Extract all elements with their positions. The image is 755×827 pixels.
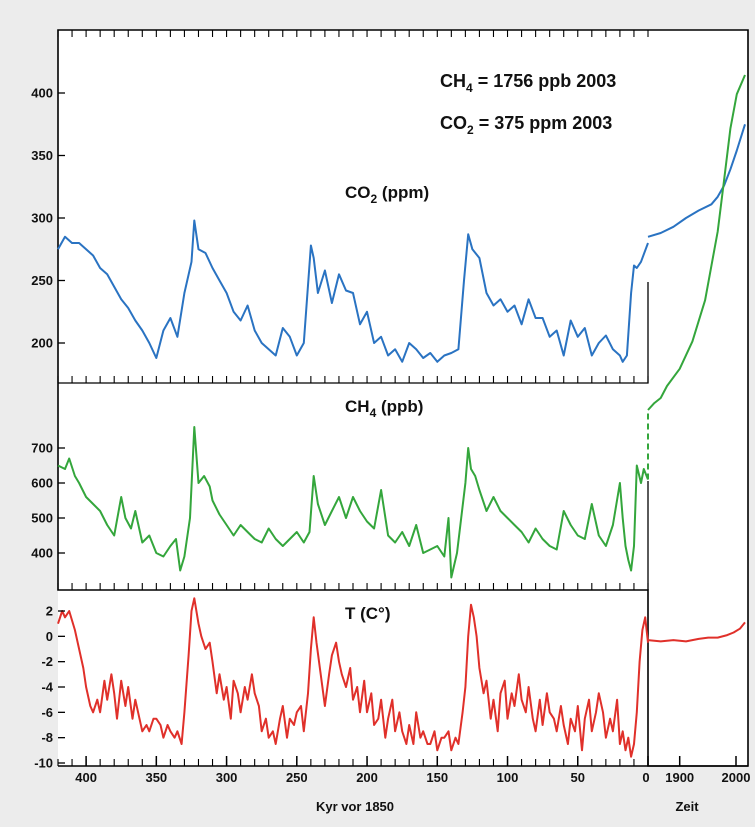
ch4-y-tick-label: 500	[31, 511, 53, 526]
ch4-y-tick-label: 700	[31, 441, 53, 456]
co2-instrumental-line	[647, 124, 746, 238]
co2-y-tick-label: 200	[31, 336, 53, 351]
x-tick-label: 250	[286, 770, 308, 785]
co2-annotation: CO2 = 375 ppm 2003	[440, 113, 612, 137]
x-tick-label: 50	[571, 770, 585, 785]
temperature-instrumental-line	[647, 621, 746, 643]
temp-y-tick-label: 2	[46, 604, 53, 619]
temp-y-tick-label: -2	[41, 654, 53, 669]
temp-panel-label: T (C°)	[345, 604, 391, 623]
ch4-y-tick-label: 400	[31, 546, 53, 561]
co2-y-tick-label: 350	[31, 148, 53, 163]
temperature-ice-core-line	[57, 597, 649, 758]
x-tick-label: 100	[497, 770, 519, 785]
ch4-panel-label: CH4 (ppb)	[345, 397, 423, 420]
co2-ice-core-line	[57, 219, 649, 363]
co2-panel-label: CO2 (ppm)	[345, 183, 429, 206]
co2-y-tick-label: 250	[31, 273, 53, 288]
co2-y-tick-label: 400	[31, 86, 53, 101]
x-tick-label: 300	[216, 770, 238, 785]
x-recent-tick-label: 2000	[722, 770, 751, 785]
x-tick-label: 150	[426, 770, 448, 785]
x-axis-title-main: Kyr vor 1850	[316, 799, 394, 814]
x-tick-label: 400	[75, 770, 97, 785]
x-tick-label: 200	[356, 770, 378, 785]
x-tick-label: 350	[145, 770, 167, 785]
ch4-annotation: CH4 = 1756 ppb 2003	[440, 71, 616, 95]
temp-y-tick-label: -10	[34, 756, 53, 771]
temp-y-tick-label: 0	[46, 629, 53, 644]
temp-y-tick-label: -4	[41, 680, 53, 695]
co2-y-tick-label: 300	[31, 211, 53, 226]
ch4-instrumental-line	[647, 74, 746, 411]
x-recent-tick-label: 1900	[665, 770, 694, 785]
ch4-y-tick-label: 600	[31, 476, 53, 491]
x-tick-label: 0	[642, 770, 649, 785]
temp-y-tick-label: -8	[41, 730, 53, 745]
ch4-ice-core-line	[57, 426, 649, 579]
plot-background	[58, 30, 748, 766]
x-axis-title-recent: Zeit	[675, 799, 699, 814]
temp-y-tick-label: -6	[41, 705, 53, 720]
